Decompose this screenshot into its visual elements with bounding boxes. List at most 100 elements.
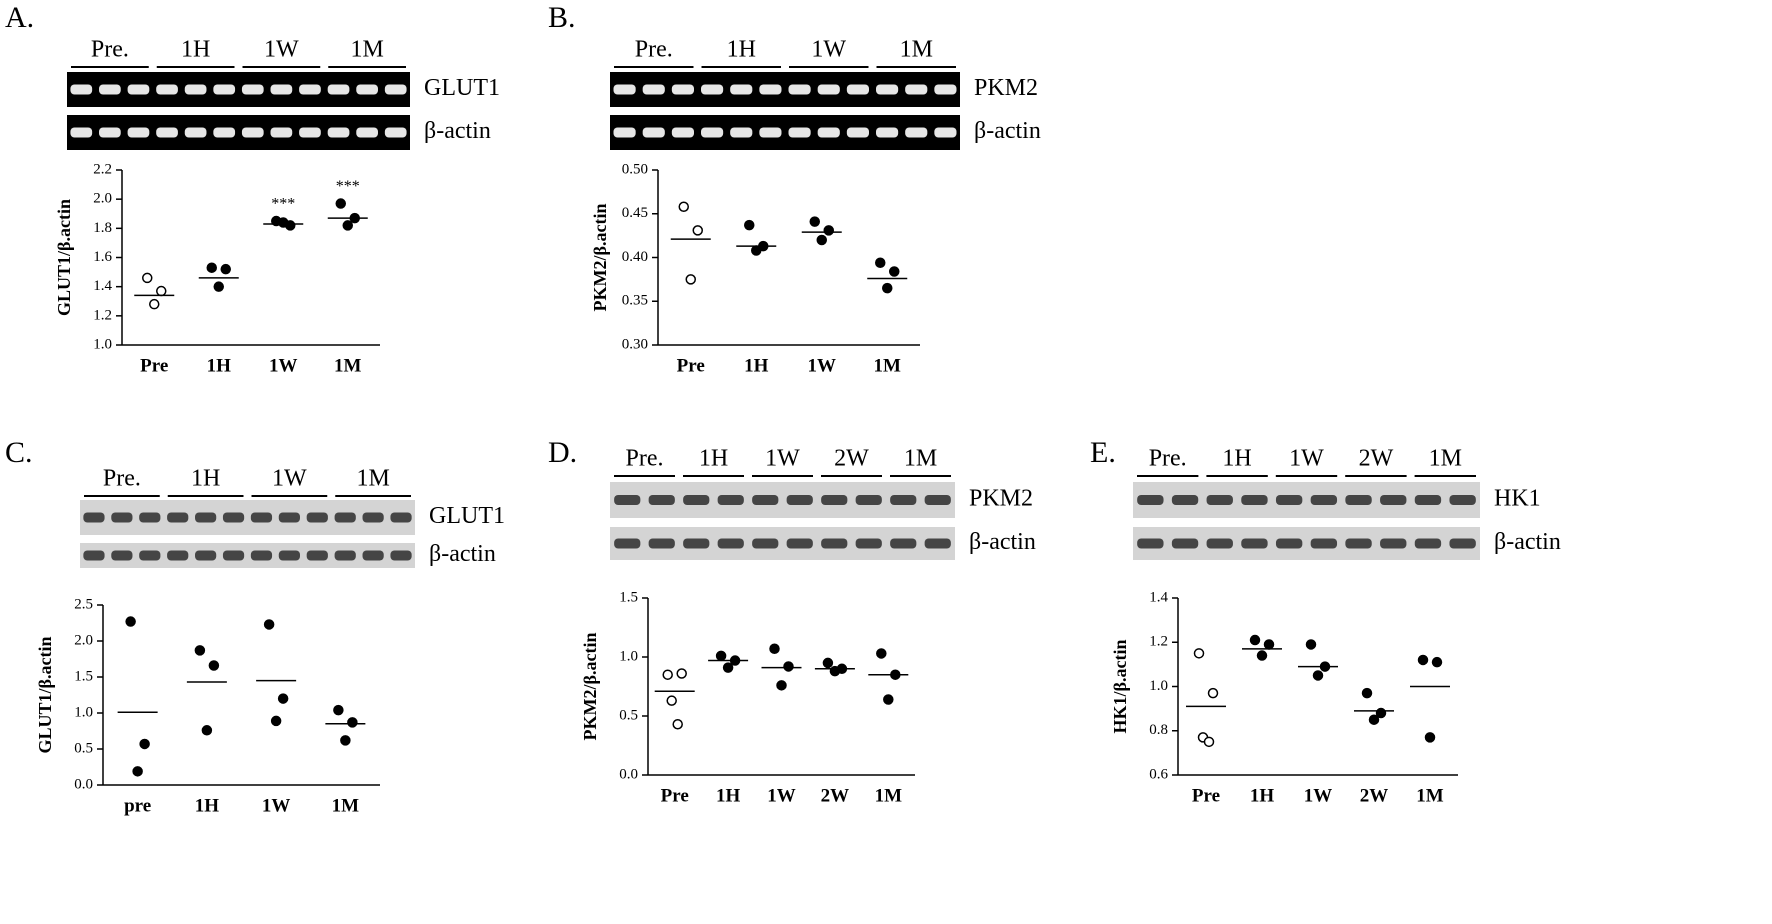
data-point xyxy=(829,665,841,677)
blot-band xyxy=(111,550,133,561)
blot-band xyxy=(384,127,407,138)
data-point xyxy=(1203,736,1215,748)
panel-label: B. xyxy=(548,1,576,34)
x-tick-label: 1W xyxy=(767,785,796,806)
blot-band xyxy=(83,512,105,523)
y-axis-label: PKM2/β.actin xyxy=(590,204,610,312)
blot-band xyxy=(1241,495,1268,505)
blot-band xyxy=(1275,495,1303,505)
x-tick-label: 1H xyxy=(1250,785,1275,806)
blot-band xyxy=(334,512,356,523)
blot-band xyxy=(384,84,407,95)
data-point xyxy=(220,263,231,275)
data-point xyxy=(722,662,734,673)
data-point xyxy=(277,693,289,704)
data-point xyxy=(882,282,893,294)
x-tick-label: 2W xyxy=(1360,785,1389,806)
blot-band xyxy=(876,127,899,138)
significance: *** xyxy=(271,196,295,213)
data-point xyxy=(142,272,153,284)
data-point xyxy=(816,234,827,246)
blot-strip xyxy=(80,500,415,535)
y-tick-label: 0.8 xyxy=(1149,722,1168,738)
blot-group-label: 1H xyxy=(191,466,220,492)
blot-band xyxy=(788,127,811,138)
blot-band xyxy=(821,538,848,549)
x-tick-label: 1M xyxy=(875,785,903,806)
blot-band xyxy=(876,84,899,95)
blot-band xyxy=(613,84,636,95)
blot-band xyxy=(195,512,217,523)
blot-band xyxy=(1137,538,1164,549)
blot-band xyxy=(127,127,150,138)
y-tick-label: 1.0 xyxy=(1149,678,1168,694)
y-tick-label: 0.40 xyxy=(622,249,648,265)
blot-row-label: β-actin xyxy=(969,529,1036,555)
data-point xyxy=(662,669,673,680)
blot-band xyxy=(184,84,207,95)
blot-band xyxy=(1345,538,1372,549)
blot-group-label: 1H xyxy=(181,37,210,63)
blot-band xyxy=(890,495,917,505)
y-tick-label: 1.8 xyxy=(93,220,112,236)
data-point xyxy=(744,219,755,231)
data-point xyxy=(685,274,696,285)
blot-band xyxy=(184,127,207,138)
data-point xyxy=(672,719,683,730)
y-axis-label: GLUT1/β.actin xyxy=(54,199,74,316)
blot-band xyxy=(195,550,217,561)
blot-band xyxy=(278,512,300,523)
data-point xyxy=(1368,714,1380,725)
blot-group-label: 1M xyxy=(1429,446,1462,472)
data-point xyxy=(213,281,224,292)
data-point xyxy=(125,616,136,627)
blot-band xyxy=(788,84,811,95)
blot-group-label: 2W xyxy=(1359,446,1394,472)
data-point xyxy=(889,266,900,277)
y-tick-label: 0.30 xyxy=(622,336,648,352)
blot-strip xyxy=(67,115,410,150)
blot-band xyxy=(1380,495,1407,505)
blot-row-label: β-actin xyxy=(1494,529,1561,555)
blot-group-label: 1W xyxy=(1289,446,1324,472)
x-tick-label: 1W xyxy=(808,355,837,376)
data-point xyxy=(1305,639,1317,650)
blot-band xyxy=(890,538,917,549)
y-tick-label: 2.2 xyxy=(93,161,112,177)
data-point xyxy=(769,643,780,654)
y-axis-label: HK1/β.actin xyxy=(1110,640,1130,734)
blot-band xyxy=(786,538,813,549)
data-point xyxy=(776,680,787,691)
blot-band xyxy=(1345,495,1372,505)
x-tick-label: 1H xyxy=(744,355,769,376)
y-axis-label: PKM2/β.actin xyxy=(580,633,600,741)
blot-band xyxy=(648,495,675,505)
data-point xyxy=(823,225,834,236)
blot-band xyxy=(241,84,264,95)
data-point xyxy=(139,738,150,750)
data-point xyxy=(715,650,727,662)
blot-band xyxy=(786,495,813,505)
x-tick-label: 1W xyxy=(1304,785,1333,806)
blot-band xyxy=(1171,538,1199,549)
blot-band xyxy=(167,550,189,561)
data-point xyxy=(206,262,217,273)
blot-group-label: Pre. xyxy=(626,446,664,472)
blot-band xyxy=(613,127,636,138)
blot-band xyxy=(390,550,412,561)
blot-band xyxy=(127,84,150,95)
blot-band xyxy=(99,127,121,138)
blot-band xyxy=(299,127,321,138)
data-point xyxy=(692,225,703,236)
data-point xyxy=(340,735,351,746)
blot-band xyxy=(299,84,321,95)
blot-band xyxy=(83,550,105,561)
blot-band xyxy=(390,512,412,523)
blot-band xyxy=(327,84,350,95)
blot-band xyxy=(1449,495,1476,505)
blot-band xyxy=(213,84,236,95)
blot-group-label: Pre. xyxy=(1149,446,1187,472)
x-tick-label: 1H xyxy=(195,795,220,816)
blot-band xyxy=(817,84,840,95)
blot-group-label: Pre. xyxy=(103,466,141,492)
